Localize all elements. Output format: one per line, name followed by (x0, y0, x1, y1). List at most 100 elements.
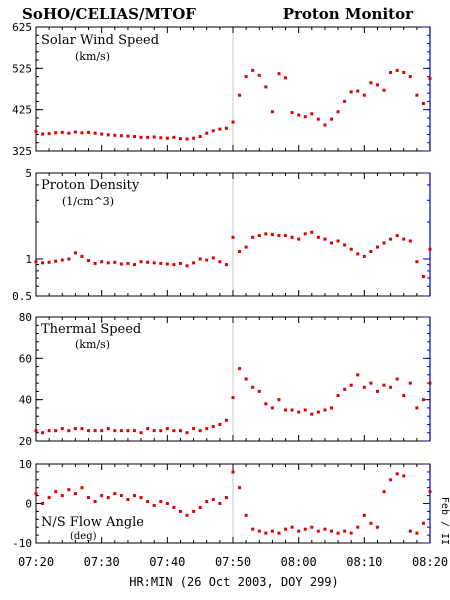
data-point (277, 72, 281, 76)
data-point (87, 429, 91, 433)
data-point (316, 529, 320, 533)
data-point (192, 509, 196, 513)
data-point (113, 133, 117, 137)
y-tick-label: -10 (12, 537, 32, 550)
data-point (165, 262, 169, 266)
data-point (231, 120, 235, 124)
data-point (277, 234, 281, 238)
panel-1: 325 425 525 625 Solar Wind Speed (km/s) (12, 21, 432, 158)
data-point (264, 85, 268, 89)
data-point (402, 474, 406, 478)
data-point (126, 429, 130, 433)
x-axis-label: HR:MIN (26 Oct 2003, DOY 299) (129, 575, 339, 589)
data-point (415, 406, 419, 410)
data-point (93, 500, 97, 504)
data-point (257, 529, 261, 533)
data-point (375, 525, 379, 529)
data-point (349, 247, 353, 251)
data-point (323, 527, 327, 531)
data-point (165, 502, 169, 505)
data-point (47, 496, 51, 500)
data-point (395, 68, 399, 72)
x-tick-label: 07:50 (215, 555, 251, 569)
panel-title: Thermal Speed (41, 322, 141, 337)
data-point (218, 127, 222, 131)
data-point (67, 257, 71, 261)
data-point (297, 113, 301, 117)
data-point (231, 470, 235, 474)
data-point (343, 243, 347, 247)
data-point (290, 408, 294, 412)
data-point (178, 137, 182, 141)
data-point (218, 422, 222, 426)
panel-unit: (km/s) (75, 338, 110, 351)
data-point (375, 83, 379, 87)
data-point (73, 427, 77, 431)
data-point (284, 527, 288, 531)
x-tick-label: 08:20 (412, 555, 448, 569)
data-point (87, 496, 91, 500)
data-point (152, 503, 156, 507)
data-point (343, 529, 347, 533)
data-point (369, 250, 373, 254)
data-point (408, 381, 412, 385)
data-point (192, 427, 196, 431)
data-point (100, 429, 104, 433)
data-point (402, 394, 406, 398)
data-point (369, 381, 373, 385)
data-point (323, 237, 327, 241)
data-point (415, 93, 419, 97)
data-point (80, 254, 84, 258)
data-point (67, 131, 71, 135)
data-point (165, 427, 169, 431)
y-tick-label: 40 (19, 394, 32, 407)
side-label: Feb / II (439, 497, 450, 545)
data-point (238, 250, 242, 254)
data-point (382, 88, 386, 92)
data-point (93, 131, 97, 135)
data-point (270, 529, 274, 533)
x-axis: 07:20 07:30 07:40 07:50 08:00 08:10 08:20 (18, 555, 448, 569)
data-point (290, 525, 294, 529)
data-point (60, 258, 64, 262)
data-point (362, 385, 366, 389)
panel-3: 20 40 60 80 Thermal Speed(km/s) (19, 311, 432, 448)
data-point (316, 117, 320, 121)
panel-title: Solar Wind Speed (41, 33, 159, 48)
data-point (303, 232, 307, 236)
data-point (41, 502, 45, 505)
data-point (211, 256, 215, 260)
data-point (238, 93, 242, 97)
data-point (113, 429, 117, 433)
data-point (185, 137, 189, 141)
data-point (146, 135, 150, 139)
y-tick-label: 425 (12, 104, 32, 117)
data-point (139, 431, 143, 435)
data-point (218, 502, 222, 505)
data-point (159, 500, 163, 504)
x-tick-label: 07:20 (18, 555, 54, 569)
data-point (323, 408, 327, 412)
data-point (382, 490, 386, 494)
panel-unit: (1/cm^3) (62, 195, 114, 208)
data-point (362, 93, 366, 97)
data-point (238, 486, 242, 490)
data-point (428, 247, 432, 251)
data-point (198, 257, 202, 261)
data-point (395, 377, 399, 381)
data-point (119, 429, 123, 433)
data-point (297, 529, 301, 533)
data-point (356, 525, 360, 529)
data-point (224, 496, 228, 500)
panel-unit: (km/s) (75, 50, 110, 63)
data-point (303, 115, 307, 119)
data-point (54, 259, 58, 263)
data-point (178, 509, 182, 513)
data-point (139, 260, 143, 264)
data-point (152, 429, 156, 433)
data-point (87, 259, 91, 263)
panel-title: Proton Density (41, 178, 140, 193)
data-point (402, 237, 406, 241)
data-point (415, 531, 419, 535)
